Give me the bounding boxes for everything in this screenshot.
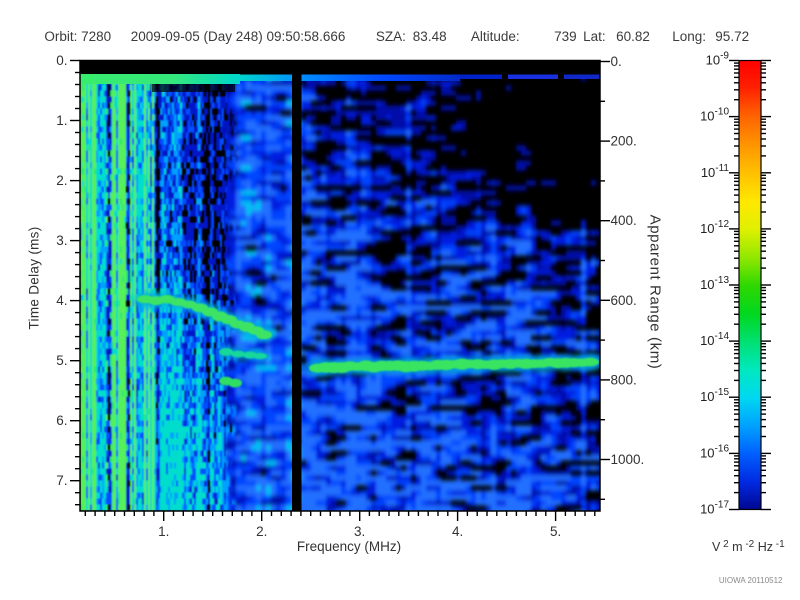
svg-text:3.: 3.	[56, 233, 67, 248]
svg-text:Lat:: Lat:	[583, 29, 606, 44]
svg-text:1000.: 1000.	[611, 452, 645, 467]
svg-text:0.: 0.	[56, 53, 67, 68]
svg-text:600.: 600.	[611, 293, 637, 308]
svg-text:10-9: 10-9	[706, 51, 730, 68]
svg-text:Altitude:: Altitude:	[471, 29, 520, 44]
svg-text:Frequency (MHz): Frequency (MHz)	[297, 539, 401, 554]
svg-text:10-17: 10-17	[700, 500, 729, 517]
svg-text:7.: 7.	[56, 473, 67, 488]
svg-text:5.: 5.	[550, 524, 561, 539]
svg-text:V 2 m -2 Hz -1: V 2 m -2 Hz -1	[712, 539, 785, 554]
svg-text:3.: 3.	[354, 524, 365, 539]
svg-text:2.: 2.	[56, 173, 67, 188]
svg-text:4.: 4.	[56, 293, 67, 308]
svg-text:10-11: 10-11	[701, 163, 730, 180]
svg-text:5.: 5.	[56, 353, 67, 368]
svg-text:Apparent Range (km): Apparent Range (km)	[647, 215, 664, 370]
svg-text:1.: 1.	[158, 524, 169, 539]
svg-text:Long:: Long:	[672, 29, 706, 44]
svg-text:10-13: 10-13	[700, 275, 729, 292]
svg-text:95.72: 95.72	[715, 29, 749, 44]
svg-text:Time Delay (ms): Time Delay (ms)	[27, 226, 42, 329]
svg-text:Orbit: 7280: Orbit: 7280	[44, 29, 111, 44]
svg-text:739: 739	[554, 29, 577, 44]
svg-text:2009-09-05 (Day 248) 09:50:58.: 2009-09-05 (Day 248) 09:50:58.666	[131, 29, 346, 44]
svg-text:10-14: 10-14	[700, 331, 729, 348]
svg-text:800.: 800.	[611, 372, 637, 387]
svg-text:10-12: 10-12	[700, 219, 729, 236]
svg-text:400.: 400.	[611, 213, 637, 228]
svg-text:0.: 0.	[611, 54, 622, 69]
svg-text:1.: 1.	[56, 113, 67, 128]
svg-text:60.82: 60.82	[616, 29, 650, 44]
svg-text:2.: 2.	[256, 524, 267, 539]
svg-text:6.: 6.	[56, 413, 67, 428]
svg-text:4.: 4.	[452, 524, 463, 539]
svg-text:SZA:: SZA:	[376, 29, 406, 44]
svg-text:200.: 200.	[611, 134, 637, 149]
svg-text:10-16: 10-16	[700, 443, 729, 460]
svg-text:10-10: 10-10	[700, 107, 729, 124]
svg-text:UIOWA 20110512: UIOWA 20110512	[719, 576, 783, 585]
svg-text:83.48: 83.48	[413, 29, 447, 44]
svg-text:10-15: 10-15	[700, 387, 729, 404]
